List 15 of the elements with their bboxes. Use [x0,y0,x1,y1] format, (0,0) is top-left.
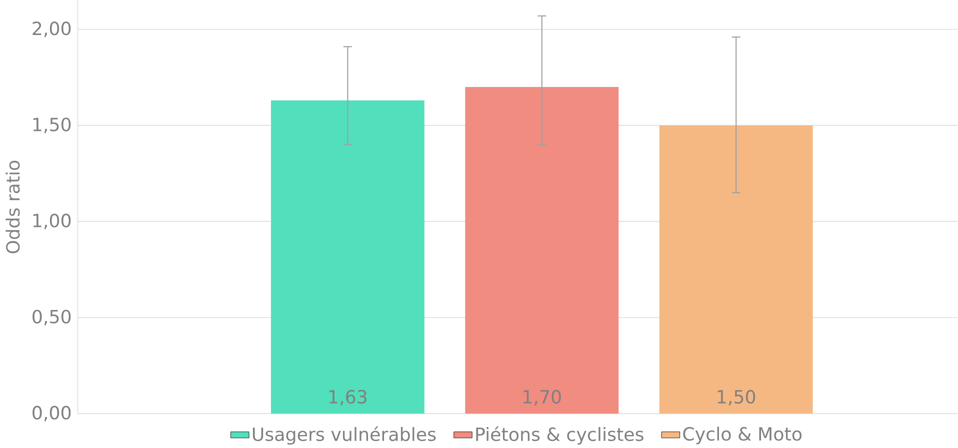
legend-label: Usagers vulnérables [252,426,436,445]
bar [465,87,619,414]
data-label: 1,50 [718,390,756,406]
bar [659,126,813,414]
y-tick-label: 0,50 [32,310,71,326]
data-label: 1,63 [329,390,366,406]
y-axis-title: Odds ratio [6,160,20,254]
data-label: 1,70 [524,390,561,406]
y-tick-label: 1,50 [33,118,71,134]
y-tick-label: 1,00 [33,214,71,230]
bar [270,100,424,414]
y-tick-label: 2,00 [32,22,71,38]
y-tick-label: 0,00 [32,406,71,422]
legend-label: Piétons & cyclistes [476,426,644,445]
legend-label: Cyclo & Moto [683,426,802,444]
